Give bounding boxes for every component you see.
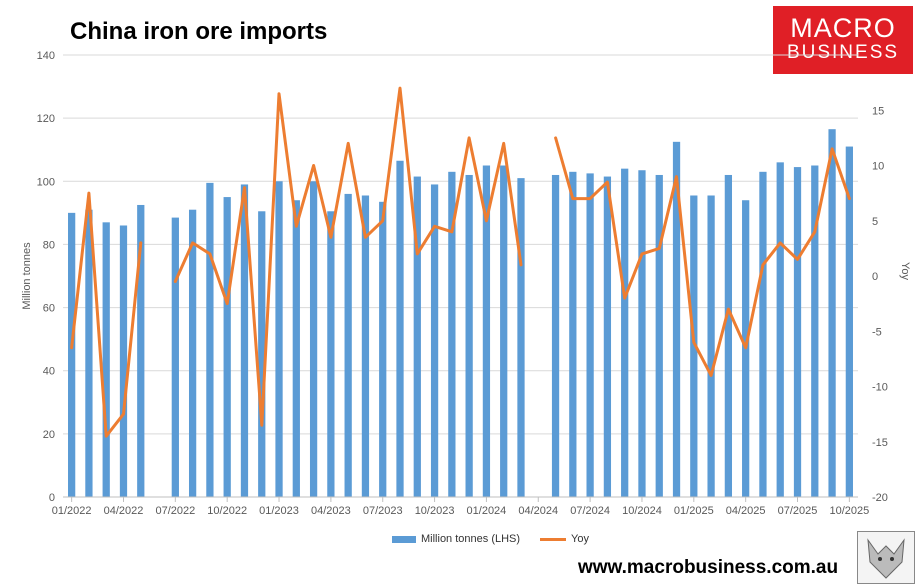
y-tick-label: 140 <box>37 50 55 62</box>
website-link[interactable]: www.macrobusiness.com.au <box>578 557 839 578</box>
x-tick-label: 04/2022 <box>104 505 144 517</box>
y-tick-label: 20 <box>43 429 55 441</box>
x-tick-label: 07/2022 <box>155 505 195 517</box>
y2-tick-label: -20 <box>872 492 888 504</box>
chart-legend: Million tonnes (LHS) Yoy <box>392 533 589 545</box>
y-tick-label: 40 <box>43 366 55 378</box>
bar <box>223 197 231 498</box>
bar <box>655 174 663 497</box>
y-tick-label: 80 <box>43 239 55 251</box>
bar <box>413 176 421 498</box>
bar <box>603 176 612 498</box>
bar <box>638 170 646 497</box>
y-axis-label: Million tonnes <box>21 242 33 310</box>
bar <box>569 171 577 498</box>
bar <box>188 209 197 497</box>
yoy-line-segment <box>173 86 523 427</box>
bar <box>275 181 283 498</box>
bar <box>68 212 76 497</box>
x-tick-label: 10/2023 <box>415 505 455 517</box>
x-tick-label: 10/2025 <box>829 505 869 517</box>
bar <box>551 174 560 497</box>
y2-tick-label: -5 <box>872 326 882 338</box>
bar <box>828 129 836 497</box>
y-tick-label: 60 <box>43 303 55 315</box>
macrobusiness-logo: MACRO BUSINESS <box>773 6 913 74</box>
bar <box>119 225 128 497</box>
x-tick-label: 01/2023 <box>259 505 299 517</box>
y2-tick-label: 10 <box>872 161 884 173</box>
bar <box>500 165 508 497</box>
bar <box>85 209 93 497</box>
bar <box>206 182 214 497</box>
bar <box>102 222 110 498</box>
x-tick-label: 07/2023 <box>363 505 403 517</box>
x-tick-label: 01/2022 <box>52 505 92 517</box>
y2-tick-label: -10 <box>872 382 888 394</box>
legend-bar-swatch <box>392 535 416 543</box>
bar <box>344 193 352 497</box>
bar <box>759 171 767 498</box>
bar <box>776 162 784 498</box>
bar <box>361 195 370 497</box>
y2-tick-label: 0 <box>872 271 878 283</box>
y-tick-label: 0 <box>49 492 55 504</box>
legend-line-swatch <box>540 537 567 541</box>
bar <box>707 195 715 497</box>
bar <box>465 174 473 497</box>
bar <box>448 171 456 498</box>
bar <box>379 201 387 498</box>
bar <box>793 167 802 498</box>
x-tick-label: 10/2024 <box>622 505 662 517</box>
x-tick-label: 07/2024 <box>570 505 610 517</box>
bar <box>845 146 853 498</box>
x-tick-label: 10/2022 <box>207 505 247 517</box>
x-tick-label: 04/2023 <box>311 505 351 517</box>
wolf-logo-icon <box>857 531 915 584</box>
y2-axis-label: Yoy <box>899 262 911 280</box>
bar <box>137 204 145 497</box>
bar <box>396 160 404 497</box>
bar <box>327 211 335 497</box>
x-tick-label: 04/2024 <box>518 505 558 517</box>
legend-line-label: Yoy <box>571 533 589 545</box>
bar <box>430 184 439 497</box>
bar <box>724 174 733 497</box>
bar <box>309 181 318 498</box>
chart-title: China iron ore imports <box>70 18 328 45</box>
x-tick-label: 07/2025 <box>778 505 818 517</box>
bar <box>690 195 698 497</box>
bar <box>586 173 594 497</box>
x-tick-label: 04/2025 <box>726 505 766 517</box>
y2-tick-label: -15 <box>872 437 888 449</box>
bar <box>517 178 525 497</box>
bar <box>240 184 249 497</box>
y-tick-label: 100 <box>37 176 55 188</box>
bar <box>621 168 629 497</box>
x-tick-label: 01/2024 <box>467 505 507 517</box>
bar <box>258 211 266 497</box>
y2-tick-label: 5 <box>872 216 878 228</box>
bar <box>811 165 819 497</box>
brand-line-2: BUSINESS <box>786 42 900 63</box>
bar <box>672 141 681 498</box>
bar <box>171 217 179 498</box>
brand-line-1: MACRO <box>790 13 896 43</box>
yoy-line-segment <box>70 191 143 438</box>
bar <box>292 200 300 497</box>
x-tick-label: 01/2025 <box>674 505 714 517</box>
y2-tick-label: 15 <box>872 105 884 117</box>
y-tick-label: 120 <box>37 113 55 125</box>
legend-bar-label: Million tonnes (LHS) <box>421 533 521 545</box>
bar <box>482 165 491 497</box>
yoy-line-segment <box>554 136 851 377</box>
